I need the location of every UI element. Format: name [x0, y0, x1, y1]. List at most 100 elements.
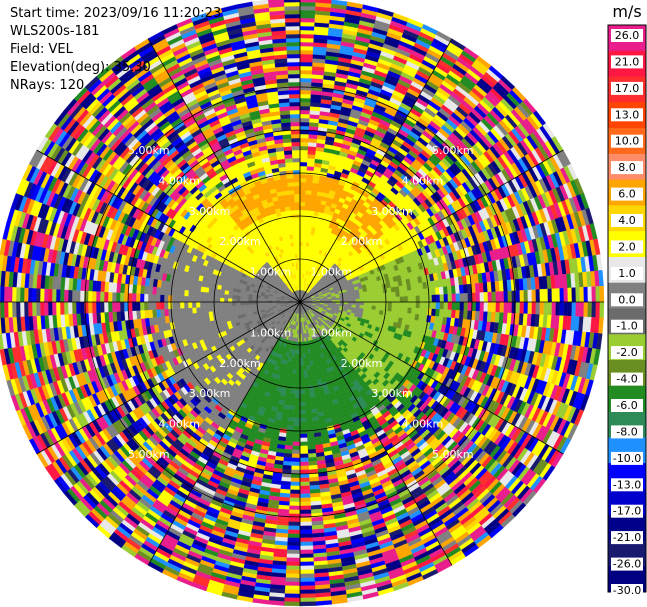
velocity-bin: [155, 301, 161, 310]
velocity-bin: [301, 337, 305, 343]
velocity-bin: [299, 401, 306, 407]
velocity-bin: [87, 301, 93, 314]
velocity-bin: [443, 309, 448, 318]
velocity-bin: [290, 389, 296, 395]
velocity-bin: [306, 433, 315, 438]
velocity-bin: [295, 389, 301, 395]
velocity-bin: [203, 291, 209, 298]
velocity-bin: [215, 301, 221, 307]
velocity-bin: [299, 557, 314, 563]
velocity-bin: [407, 307, 412, 314]
velocity-bin: [302, 357, 307, 363]
velocity-bin: [370, 309, 376, 315]
velocity-bin: [299, 525, 313, 531]
velocity-bin: [235, 298, 241, 303]
velocity-bin: [299, 501, 311, 507]
velocity-bin: [151, 294, 157, 303]
velocity-bin: [191, 301, 197, 308]
velocity-bin: [183, 295, 189, 303]
velocity-bin: [291, 461, 301, 467]
velocity-bin: [302, 345, 306, 351]
velocity-bin: [131, 301, 137, 311]
velocity-bin: [374, 309, 380, 315]
velocity-bin: [290, 485, 301, 491]
velocity-bin: [39, 288, 45, 303]
velocity-bin: [299, 545, 314, 551]
velocity-bin: [167, 301, 173, 310]
velocity-bin: [299, 521, 312, 527]
velocity-bin: [184, 307, 189, 315]
velocity-bin: [176, 288, 181, 296]
velocity-bin: [299, 421, 307, 427]
velocity-bin: [419, 308, 424, 316]
velocity-bin: [179, 301, 185, 309]
velocity-bin: [0, 301, 5, 318]
velocity-bin: [288, 505, 301, 511]
velocity-bin: [184, 289, 189, 297]
velocity-bin: [227, 294, 233, 299]
velocity-bin: [293, 413, 301, 419]
velocity-bin: [71, 301, 77, 315]
velocity-bin: [0, 286, 5, 303]
velocity-bin: [59, 289, 65, 303]
velocity-bin: [304, 397, 311, 403]
velocity-bin: [293, 409, 301, 415]
velocity-bin: [591, 301, 597, 318]
velocity-bin: [228, 308, 233, 314]
velocity-bin: [287, 541, 301, 547]
velocity-bin: [164, 308, 169, 317]
velocity-bin: [391, 306, 397, 313]
velocity-bin: [289, 489, 301, 495]
velocity-bin: [47, 301, 53, 316]
velocity-bin: [359, 301, 365, 306]
velocity-bin: [288, 517, 301, 523]
velocity-bin: [359, 304, 365, 309]
velocity-bin: [287, 525, 301, 531]
velocity-bin: [239, 304, 245, 309]
velocity-bin: [523, 301, 529, 315]
velocity-bin: [203, 306, 209, 313]
velocity-bin: [292, 437, 301, 443]
velocity-bin: [23, 287, 29, 303]
velocity-bin: [294, 397, 301, 403]
velocity-bin: [284, 597, 301, 603]
velocity-bin: [283, 449, 293, 454]
velocity-bin: [284, 441, 293, 446]
velocity-bin: [219, 297, 225, 303]
velocity-bin: [292, 369, 297, 375]
velocity-bin: [299, 477, 310, 483]
velocity-bin: [293, 361, 298, 367]
velocity-bin: [147, 301, 153, 311]
velocity-bin: [188, 290, 193, 297]
velocity-bin: [299, 569, 315, 575]
velocity-bin: [475, 301, 481, 312]
velocity-bin: [286, 557, 301, 563]
velocity-bin: [219, 301, 225, 307]
velocity-bin: [103, 291, 109, 303]
velocity-bin: [299, 517, 312, 523]
velocity-bin: [163, 301, 169, 310]
velocity-bin: [199, 291, 205, 298]
velocity-bin: [307, 445, 316, 450]
velocity-bin: [91, 290, 97, 303]
velocity-bin: [299, 577, 315, 583]
velocity-bin: [284, 589, 301, 595]
velocity-bin: [307, 372, 313, 378]
velocity-bin: [148, 285, 153, 295]
velocity-bin: [43, 301, 49, 316]
velocity-bin: [163, 294, 169, 303]
velocity-bin: [27, 287, 33, 303]
velocity-bin: [355, 301, 361, 306]
velocity-bin: [127, 292, 133, 303]
velocity-bin: [299, 377, 305, 383]
velocity-bin: [15, 301, 21, 318]
velocity-bin: [595, 301, 601, 318]
velocity-bin: [367, 301, 373, 306]
velocity-bin: [378, 310, 384, 316]
velocity-bin: [187, 301, 193, 309]
velocity-bin: [294, 401, 301, 407]
velocity-bin: [306, 365, 311, 370]
velocity-bin: [387, 306, 393, 312]
velocity-bin: [247, 299, 253, 303]
velocity-bin: [191, 296, 197, 303]
